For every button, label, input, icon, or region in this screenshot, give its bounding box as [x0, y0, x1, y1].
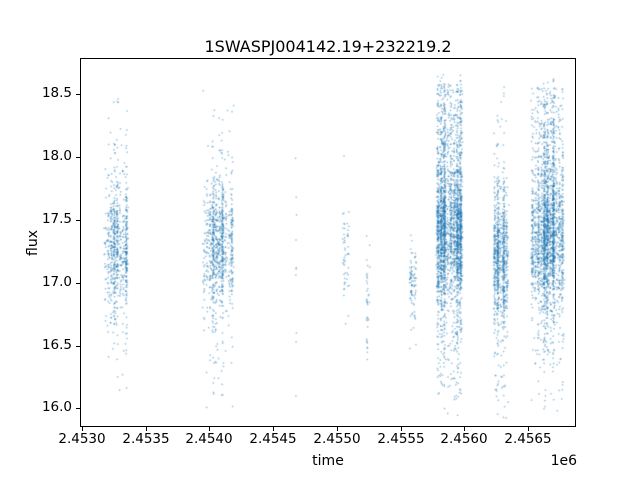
x-tick-label: 2.4560 — [440, 431, 488, 447]
x-tick — [146, 427, 147, 431]
y-tick — [76, 157, 80, 158]
chart-title: 1SWASPJ004142.19+232219.2 — [204, 37, 452, 56]
x-tick-label: 2.4530 — [58, 431, 106, 447]
y-tick-label: 17.0 — [41, 274, 72, 290]
x-axis-offset-label: 1e6 — [550, 453, 577, 469]
y-tick-label: 17.5 — [41, 211, 72, 227]
x-tick-label: 2.4540 — [185, 431, 233, 447]
y-axis-label: flux — [25, 230, 41, 256]
y-tick — [76, 220, 80, 221]
y-tick — [76, 94, 80, 95]
x-tick-label: 2.4555 — [377, 431, 425, 447]
x-tick — [464, 427, 465, 431]
plot-area — [80, 58, 576, 427]
x-tick-label: 2.4535 — [122, 431, 170, 447]
x-tick-label: 2.4550 — [313, 431, 361, 447]
y-tick-label: 16.0 — [41, 399, 72, 415]
y-tick-label: 18.5 — [41, 85, 72, 101]
y-tick — [76, 283, 80, 284]
x-tick — [82, 427, 83, 431]
x-tick-label: 2.4545 — [249, 431, 297, 447]
x-tick — [209, 427, 210, 431]
x-tick — [401, 427, 402, 431]
scatter-points-canvas — [81, 59, 575, 426]
y-tick-label: 16.5 — [41, 337, 72, 353]
x-tick — [528, 427, 529, 431]
x-tick — [337, 427, 338, 431]
y-tick — [76, 346, 80, 347]
y-tick-label: 18.0 — [41, 148, 72, 164]
x-tick — [273, 427, 274, 431]
x-tick-label: 2.4565 — [504, 431, 552, 447]
y-tick — [76, 408, 80, 409]
x-axis-label: time — [312, 453, 344, 469]
